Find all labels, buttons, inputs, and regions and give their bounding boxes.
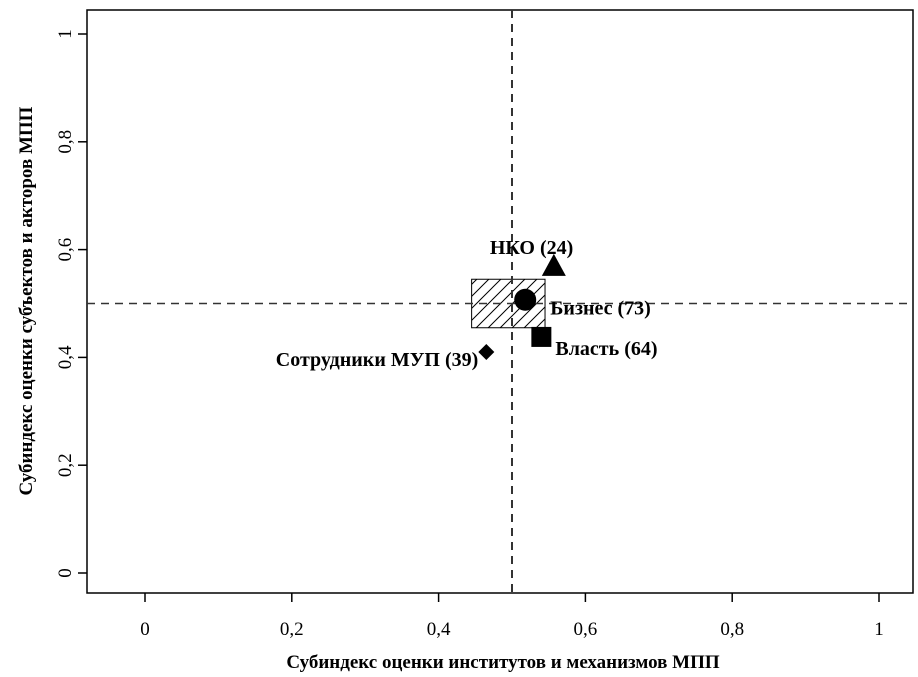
y-tick-label: 0,4	[55, 345, 76, 369]
y-axis: 0 0,2 0,4 0,6 0,8 1	[55, 29, 87, 578]
y-tick-label: 0,6	[55, 238, 76, 262]
y-tick-label: 0	[55, 568, 76, 578]
x-tick-label: 0	[140, 619, 150, 640]
x-tick-label: 0,2	[280, 619, 304, 640]
data-points	[478, 253, 566, 361]
plot-frame	[86, 9, 914, 594]
point-label: Власть (64)	[555, 338, 657, 360]
point-triangle	[541, 253, 566, 276]
point-label: Сотрудники МУП (39)	[276, 349, 479, 371]
x-tick-label: 0,4	[427, 619, 451, 640]
y-axis-title: Субиндекс оценки субъектов и акторов МПП	[16, 106, 37, 495]
x-tick-label: 0,6	[574, 619, 598, 640]
x-tick-label: 1	[874, 619, 884, 640]
x-axis: 0 0,2 0,4 0,6 0,8 1	[140, 593, 884, 640]
point-labels: НКО (24) Бизнес (73) Власть (64) Сотрудники…	[276, 237, 658, 371]
point-square	[531, 326, 552, 347]
point-label: НКО (24)	[490, 237, 573, 259]
y-tick-label: 0,8	[55, 130, 76, 154]
x-tick-label: 0,8	[720, 619, 744, 640]
x-axis-title: Субиндекс оценки институтов и механизмов…	[286, 652, 720, 673]
point-circle	[514, 288, 537, 311]
point-diamond	[478, 344, 495, 361]
point-label: Бизнес (73)	[550, 298, 651, 320]
y-tick-label: 1	[55, 29, 76, 39]
y-tick-label: 0,2	[55, 453, 76, 477]
